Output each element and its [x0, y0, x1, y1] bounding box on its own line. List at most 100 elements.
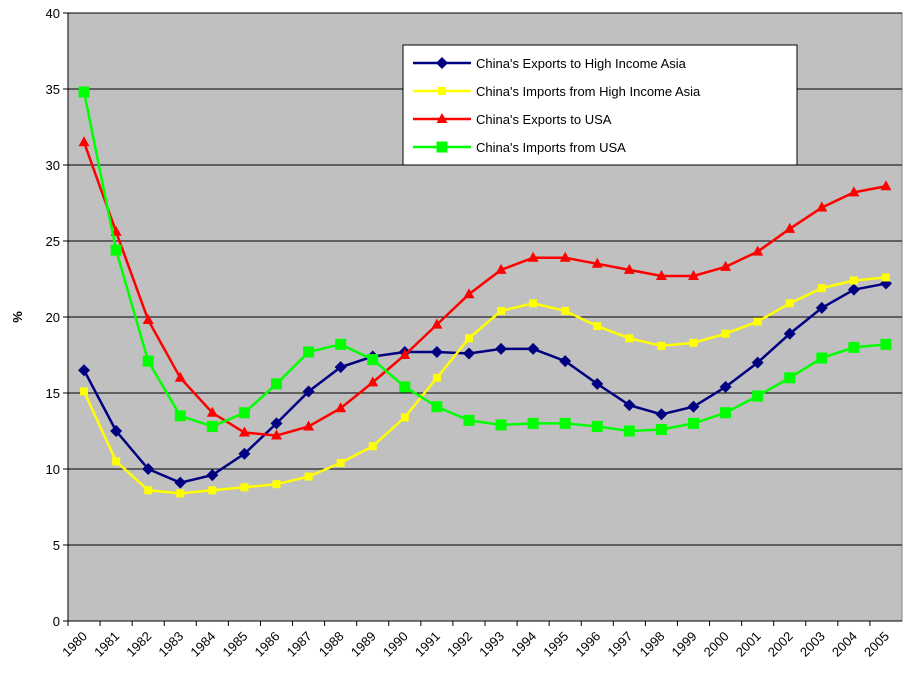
marker: [463, 288, 475, 299]
marker: [272, 480, 281, 489]
marker: [240, 483, 249, 492]
marker: [527, 417, 539, 429]
marker: [302, 385, 315, 398]
marker: [303, 420, 315, 431]
marker: [78, 136, 90, 147]
marker: [688, 269, 699, 280]
marker: [816, 352, 828, 364]
x-tick-label: 1981: [91, 629, 122, 660]
x-tick-label: 1980: [59, 629, 90, 660]
x-tick-label: 1994: [508, 629, 539, 660]
marker: [720, 260, 732, 271]
legend-label: China's Imports from USA: [476, 140, 626, 155]
marker: [687, 400, 700, 413]
marker: [110, 244, 122, 256]
marker: [206, 469, 219, 482]
marker: [848, 186, 860, 197]
marker: [80, 387, 89, 396]
marker: [720, 407, 732, 419]
marker: [527, 251, 539, 262]
marker: [816, 201, 828, 212]
y-axis-label: %: [10, 311, 25, 323]
marker: [438, 87, 446, 95]
marker: [689, 338, 698, 347]
marker: [335, 338, 347, 350]
marker: [559, 251, 571, 262]
marker: [752, 390, 764, 402]
x-tick-label: 2002: [765, 629, 796, 660]
marker: [430, 345, 443, 358]
marker: [174, 371, 186, 382]
marker: [623, 399, 636, 412]
legend-label: China's Imports from High Income Asia: [476, 84, 701, 99]
marker: [655, 269, 667, 280]
marker: [208, 486, 217, 495]
marker: [368, 442, 377, 451]
marker: [719, 380, 732, 393]
marker: [399, 349, 411, 359]
marker: [462, 347, 475, 360]
marker: [78, 86, 90, 98]
marker: [463, 414, 475, 426]
y-tick-label: 5: [53, 538, 60, 553]
marker: [431, 318, 443, 329]
marker: [238, 426, 250, 437]
marker: [495, 342, 508, 355]
legend-label: China's Exports to High Income Asia: [476, 56, 687, 71]
marker: [367, 376, 379, 387]
marker: [815, 301, 828, 314]
marker: [848, 341, 860, 353]
marker: [784, 372, 796, 384]
marker: [303, 346, 315, 358]
x-tick-label: 1990: [380, 629, 411, 660]
marker: [271, 429, 282, 440]
x-tick-label: 2005: [861, 629, 892, 660]
y-tick-label: 35: [46, 82, 60, 97]
marker: [688, 417, 699, 429]
series: [78, 277, 892, 489]
marker: [495, 419, 507, 431]
series: [78, 86, 892, 437]
line: [82, 276, 887, 495]
y-tick-label: 0: [53, 614, 60, 629]
marker: [751, 356, 764, 369]
x-tick-label: 1997: [604, 629, 635, 660]
y-tick-label: 40: [46, 6, 60, 21]
marker: [785, 299, 794, 308]
x-tick-label: 1984: [187, 629, 218, 660]
marker: [174, 476, 187, 489]
marker: [752, 245, 764, 256]
marker: [625, 334, 634, 343]
y-tick-label: 10: [46, 462, 60, 477]
marker: [400, 413, 409, 422]
marker: [304, 472, 313, 481]
line: [82, 141, 887, 437]
x-tick-label: 2003: [797, 629, 828, 660]
x-tick-label: 1995: [540, 629, 571, 660]
marker: [144, 486, 153, 495]
marker: [334, 361, 347, 374]
marker: [623, 425, 635, 437]
x-tick-label: 2004: [829, 629, 860, 660]
legend-label: China's Exports to USA: [476, 112, 612, 127]
series: [78, 136, 892, 440]
y-tick-label: 25: [46, 234, 60, 249]
marker: [561, 306, 570, 315]
marker: [559, 355, 572, 368]
marker: [238, 447, 251, 460]
marker: [784, 222, 796, 233]
y-tick-label: 20: [46, 310, 60, 325]
marker: [399, 381, 411, 393]
marker: [431, 401, 443, 413]
marker: [110, 425, 123, 437]
marker: [881, 273, 890, 282]
marker: [436, 57, 448, 69]
marker: [591, 257, 603, 268]
x-tick-label: 1989: [348, 629, 379, 660]
series: [80, 273, 890, 498]
series-group: [78, 86, 892, 498]
x-tick-label: 1992: [444, 629, 475, 660]
x-tick-label: 1982: [123, 629, 154, 660]
marker: [367, 354, 379, 366]
